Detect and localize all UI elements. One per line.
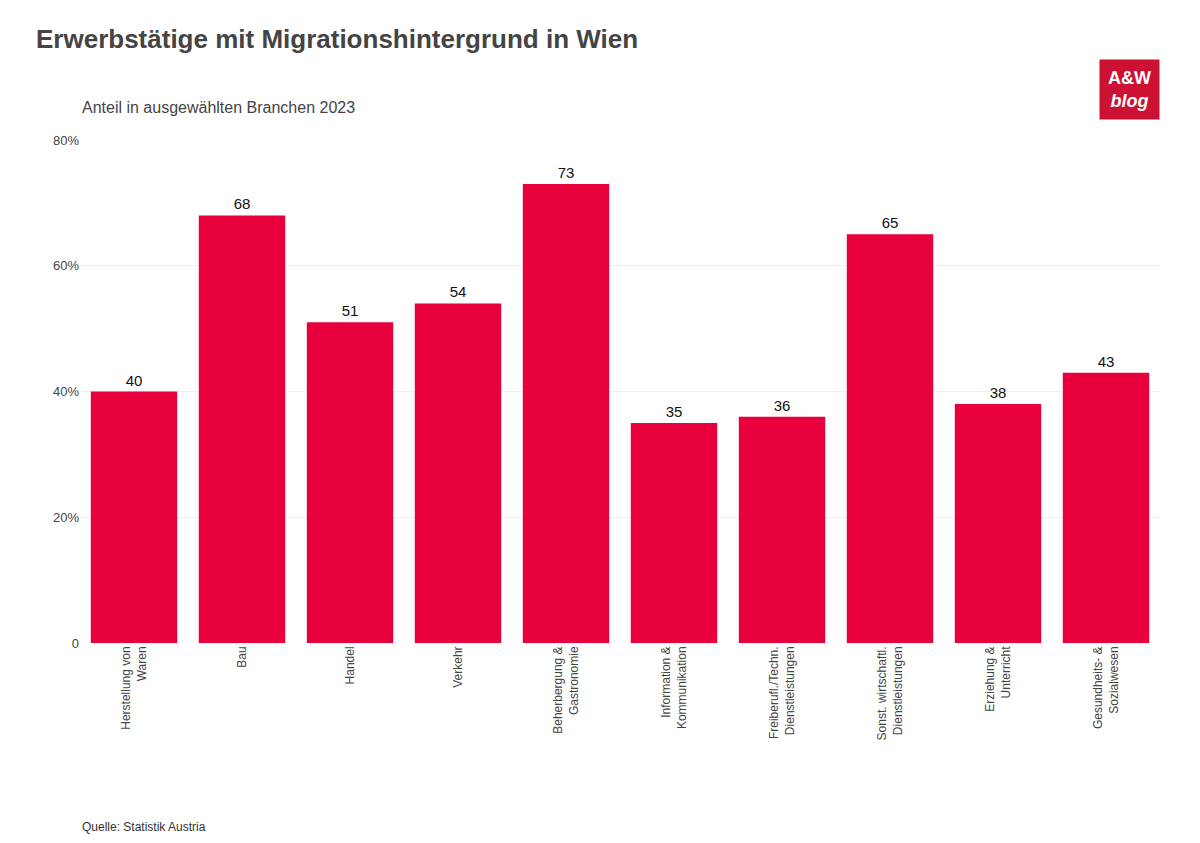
svg-text:Freiberufl./Techn.Dienstleistu: Freiberufl./Techn.Dienstleistungen [767, 646, 797, 739]
svg-text:40: 40 [126, 372, 143, 389]
svg-text:38: 38 [990, 384, 1007, 401]
svg-text:Gesundheits- &Sozialwesen: Gesundheits- &Sozialwesen [1091, 646, 1121, 729]
svg-text:68: 68 [234, 195, 251, 212]
svg-text:Erwerbstätige mit Migrationshi: Erwerbstätige mit Migrationshintergrund … [36, 24, 638, 54]
svg-text:60%: 60% [53, 258, 79, 273]
svg-text:Anteil in ausgewählten Branche: Anteil in ausgewählten Branchen 2023 [82, 99, 355, 116]
svg-text:Information &Kommunikation: Information &Kommunikation [659, 646, 689, 729]
svg-text:A&Wblog: A&Wblog [1108, 68, 1151, 111]
svg-text:43: 43 [1098, 353, 1115, 370]
svg-text:Erziehung &Unterricht: Erziehung &Unterricht [983, 646, 1013, 712]
svg-text:80%: 80% [53, 133, 79, 148]
svg-text:Handel: Handel [343, 646, 357, 684]
svg-text:Sonst. wirtschaftl.Dienstleist: Sonst. wirtschaftl.Dienstleistungen [875, 646, 905, 740]
svg-text:40%: 40% [53, 384, 79, 399]
svg-text:65: 65 [882, 214, 899, 231]
svg-text:54: 54 [450, 283, 467, 300]
svg-text:20%: 20% [53, 510, 79, 525]
svg-text:0: 0 [72, 636, 79, 651]
svg-text:Quelle: Statistik Austria: Quelle: Statistik Austria [82, 820, 206, 834]
svg-text:Herstellung vonWaren: Herstellung vonWaren [119, 646, 149, 729]
svg-text:Bau: Bau [235, 646, 249, 667]
svg-text:Beherbergung &Gastronomie: Beherbergung &Gastronomie [551, 646, 581, 734]
svg-text:35: 35 [666, 403, 683, 420]
svg-text:51: 51 [342, 302, 359, 319]
svg-text:36: 36 [774, 397, 791, 414]
svg-text:Verkehr: Verkehr [451, 646, 465, 687]
svg-text:73: 73 [558, 164, 575, 181]
